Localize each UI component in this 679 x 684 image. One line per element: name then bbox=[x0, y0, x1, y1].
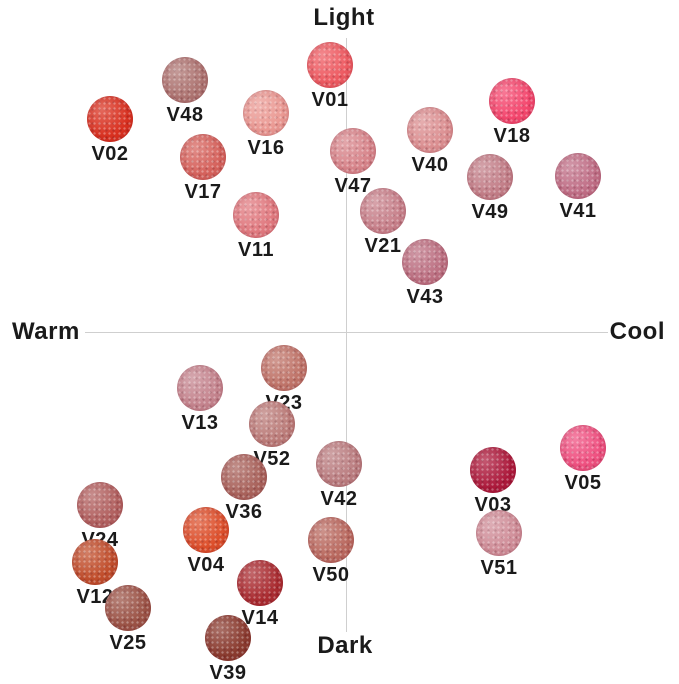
shade-dot bbox=[237, 560, 283, 606]
shade-label: V47 bbox=[334, 175, 372, 197]
axis-label-warm: Warm bbox=[12, 318, 80, 345]
swatch-v52: V52 bbox=[249, 401, 295, 469]
swatch-v41: V41 bbox=[555, 153, 601, 221]
shade-dot bbox=[249, 401, 295, 447]
shade-dot bbox=[307, 42, 353, 88]
shade-label: V18 bbox=[493, 125, 531, 147]
swatch-v14: V14 bbox=[237, 560, 283, 628]
shade-dot bbox=[177, 365, 223, 411]
swatch-v24: V24 bbox=[77, 482, 123, 550]
swatch-v42: V42 bbox=[316, 441, 362, 509]
shade-dot bbox=[555, 153, 601, 199]
light-dark-axis-line bbox=[346, 38, 347, 632]
swatch-v51: V51 bbox=[476, 510, 522, 578]
shade-dot bbox=[560, 425, 606, 471]
shade-label: V40 bbox=[411, 154, 449, 176]
shade-dot bbox=[316, 441, 362, 487]
shade-dot bbox=[308, 517, 354, 563]
swatch-v04: V04 bbox=[183, 507, 229, 575]
shade-label: V05 bbox=[564, 472, 602, 494]
shade-dot bbox=[233, 192, 279, 238]
shade-label: V43 bbox=[406, 286, 444, 308]
swatch-v40: V40 bbox=[407, 107, 453, 175]
swatch-v03: V03 bbox=[470, 447, 516, 515]
shade-dot bbox=[183, 507, 229, 553]
shade-label: V02 bbox=[91, 143, 129, 165]
shade-dot bbox=[261, 345, 307, 391]
shade-label: V04 bbox=[187, 554, 225, 576]
shade-dot bbox=[105, 585, 151, 631]
shade-dot bbox=[87, 96, 133, 142]
shade-label: V39 bbox=[209, 662, 247, 684]
swatch-v48: V48 bbox=[162, 57, 208, 125]
shade-dot bbox=[72, 539, 118, 585]
shade-label: V16 bbox=[247, 137, 285, 159]
swatch-v18: V18 bbox=[489, 78, 535, 146]
shade-dot bbox=[467, 154, 513, 200]
shade-label: V41 bbox=[559, 200, 597, 222]
swatch-v01: V01 bbox=[307, 42, 353, 110]
shade-label: V42 bbox=[320, 488, 358, 510]
swatch-v02: V02 bbox=[87, 96, 133, 164]
swatch-v16: V16 bbox=[243, 90, 289, 158]
swatch-v25: V25 bbox=[105, 585, 151, 653]
shade-dot bbox=[476, 510, 522, 556]
shade-label: V36 bbox=[225, 501, 263, 523]
axis-label-cool: Cool bbox=[609, 318, 665, 345]
shade-label: V51 bbox=[480, 557, 518, 579]
swatch-v39: V39 bbox=[205, 615, 251, 683]
swatch-v12: V12 bbox=[72, 539, 118, 607]
swatch-v05: V05 bbox=[560, 425, 606, 493]
shade-dot bbox=[162, 57, 208, 103]
swatch-v43: V43 bbox=[402, 239, 448, 307]
axis-label-light: Light bbox=[313, 4, 375, 31]
swatch-v50: V50 bbox=[308, 517, 354, 585]
swatch-v13: V13 bbox=[177, 365, 223, 433]
shade-label: V48 bbox=[166, 104, 204, 126]
swatch-v36: V36 bbox=[221, 454, 267, 522]
shade-label: V13 bbox=[181, 412, 219, 434]
swatch-v11: V11 bbox=[233, 192, 279, 260]
shade-label: V21 bbox=[364, 235, 402, 257]
shade-label: V14 bbox=[241, 607, 279, 629]
swatch-v23: V23 bbox=[261, 345, 307, 413]
swatch-v17: V17 bbox=[180, 134, 226, 202]
shade-dot bbox=[470, 447, 516, 493]
shade-label: V49 bbox=[471, 201, 509, 223]
shade-dot bbox=[360, 188, 406, 234]
shade-dot bbox=[180, 134, 226, 180]
warm-cool-axis-line bbox=[85, 332, 608, 333]
shade-label: V50 bbox=[312, 564, 350, 586]
axis-label-dark: Dark bbox=[317, 632, 373, 659]
shade-label: V17 bbox=[184, 181, 222, 203]
shade-dot bbox=[330, 128, 376, 174]
shade-label: V11 bbox=[238, 239, 274, 261]
shade-label: V25 bbox=[109, 632, 147, 654]
swatch-v21: V21 bbox=[360, 188, 406, 256]
shade-dot bbox=[221, 454, 267, 500]
shade-dot bbox=[489, 78, 535, 124]
swatch-v47: V47 bbox=[330, 128, 376, 196]
shade-dot bbox=[407, 107, 453, 153]
shade-dot bbox=[402, 239, 448, 285]
shade-dot bbox=[205, 615, 251, 661]
swatch-v49: V49 bbox=[467, 154, 513, 222]
shade-label: V12 bbox=[76, 586, 114, 608]
shade-dot bbox=[243, 90, 289, 136]
shade-dot bbox=[77, 482, 123, 528]
shade-label: V01 bbox=[311, 89, 349, 111]
